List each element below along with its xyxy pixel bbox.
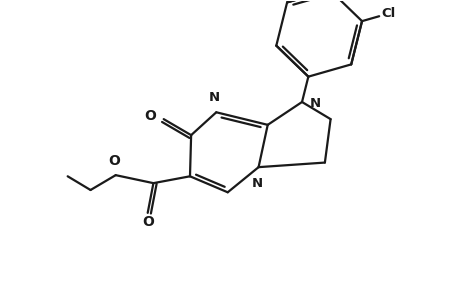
Text: O: O <box>145 109 156 123</box>
Text: N: N <box>309 97 320 110</box>
Text: Cl: Cl <box>381 7 395 20</box>
Text: O: O <box>141 215 153 229</box>
Text: N: N <box>251 177 263 190</box>
Text: N: N <box>208 91 219 104</box>
Text: O: O <box>108 154 120 168</box>
